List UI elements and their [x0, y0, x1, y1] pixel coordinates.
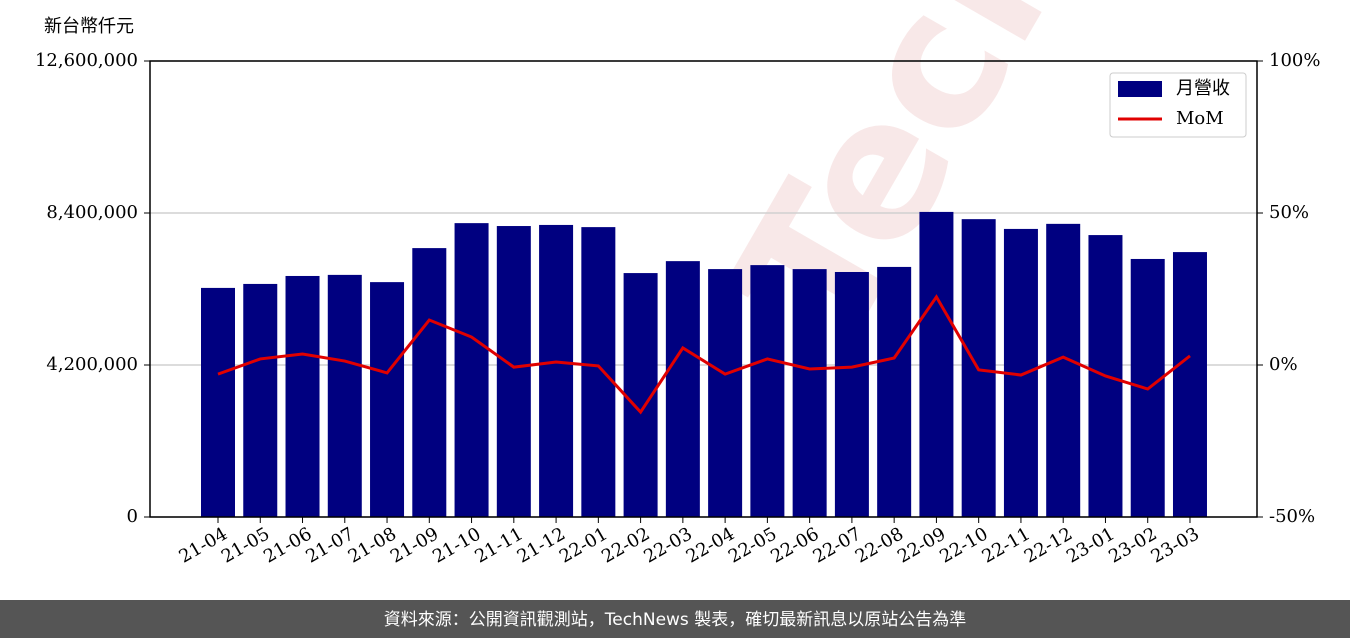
y2-tick-label: 0% [1269, 354, 1298, 375]
bar [877, 266, 912, 517]
bar [201, 287, 235, 517]
bar [285, 275, 320, 517]
bar [243, 283, 278, 517]
bar [412, 248, 447, 517]
bar [581, 227, 616, 517]
bar [792, 269, 827, 517]
y-tick-label: 0 [127, 506, 138, 527]
y-tick-label: 12,600,000 [35, 50, 138, 71]
bar [665, 261, 700, 517]
y2-tick-label: -50% [1269, 506, 1315, 527]
y2-tick-label: 100% [1269, 50, 1320, 71]
x-tick-label: 23-03 [1148, 523, 1203, 567]
y-tick-label: 4,200,000 [46, 354, 138, 375]
legend-swatch [1118, 81, 1162, 97]
plot-frame [149, 60, 1258, 518]
bar [454, 223, 489, 517]
bar [750, 265, 785, 517]
bar [539, 224, 574, 517]
bar [708, 269, 743, 517]
bar [919, 211, 954, 517]
legend-label: MoM [1176, 108, 1224, 129]
bar [327, 274, 362, 517]
line [217, 294, 1191, 415]
bar [370, 282, 405, 517]
bar [1172, 252, 1207, 518]
y2-tick-label: 50% [1269, 202, 1309, 223]
y-axis-label: 新台幣仟元 [44, 16, 134, 37]
bar [834, 271, 869, 517]
footer-bar [0, 600, 1350, 638]
legend-label: 月營收 [1176, 78, 1230, 99]
y-tick-label: 8,400,000 [46, 202, 138, 223]
bar [1046, 223, 1081, 517]
footer-text: 資料來源：公開資訊觀測站，TechNews 製表，確切最新訊息以原站公告為準 [384, 610, 966, 630]
bar [496, 226, 531, 517]
